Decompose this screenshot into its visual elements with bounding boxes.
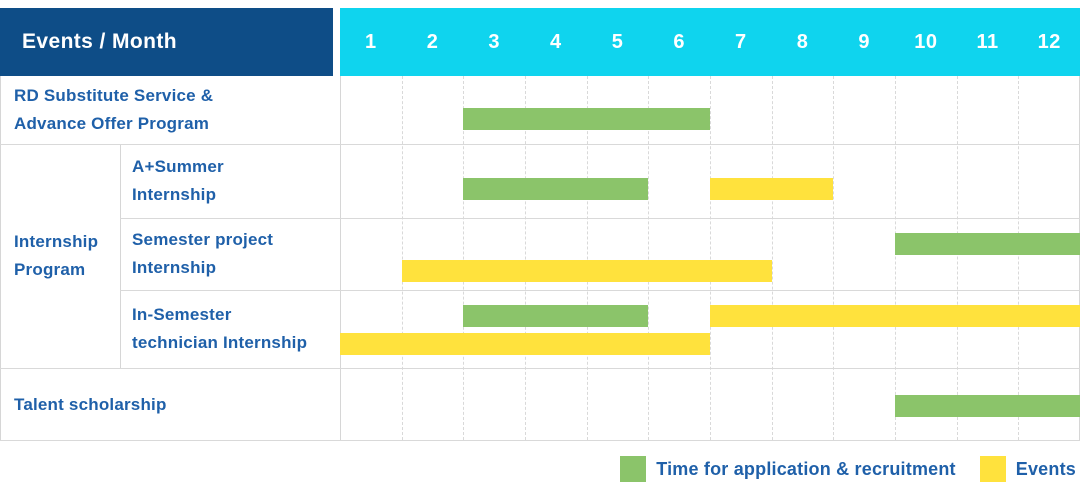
row-label-line: Advance Offer Program xyxy=(14,114,210,133)
month-gridline xyxy=(895,76,896,440)
month-header-cell: 2 xyxy=(426,30,439,53)
group-column-divider xyxy=(120,144,121,368)
month-header-cell: 8 xyxy=(796,30,809,53)
month-gridline xyxy=(771,76,773,440)
month-header-cell: 1 xyxy=(365,30,377,53)
table-left-border xyxy=(0,76,1,441)
group-label-internship-program: Internship Program xyxy=(14,144,98,368)
legend-label: Events xyxy=(1015,458,1076,479)
row-label-line: Internship xyxy=(132,185,217,204)
gantt-bar-green xyxy=(463,178,649,200)
row-label-line: Semester project xyxy=(132,230,274,249)
green-swatch-icon xyxy=(620,456,647,482)
row-divider xyxy=(120,218,1080,219)
month-header-cell: 9 xyxy=(858,30,871,53)
month-gridline xyxy=(586,76,588,440)
gantt-bar-green xyxy=(463,305,649,327)
events-month-header-cell: Events / Month xyxy=(0,8,333,76)
label-column-divider xyxy=(340,76,341,441)
row-label-line: Talent scholarship xyxy=(14,394,167,414)
group-label-line: Internship xyxy=(14,232,99,251)
row-label-line: In-Semester xyxy=(132,305,232,324)
row-divider xyxy=(0,144,1080,145)
month-gridline xyxy=(463,76,465,440)
month-gridline xyxy=(525,76,526,440)
row-divider xyxy=(0,368,1080,369)
month-header-cell: 12 xyxy=(1037,30,1061,53)
row-divider xyxy=(0,440,1080,441)
month-gridline xyxy=(1018,76,1020,440)
gantt-bar-green xyxy=(463,108,710,130)
row-label-line: technician Internship xyxy=(132,333,308,352)
row-label: Talent scholarship xyxy=(14,368,167,441)
month-gridline xyxy=(833,76,835,440)
month-header-cell: 10 xyxy=(914,30,938,53)
gantt-bar-yellow xyxy=(340,333,710,355)
gantt-bar-yellow xyxy=(710,305,1080,327)
legend-item-events: Events xyxy=(979,456,1076,482)
events-month-header-label: Events / Month xyxy=(22,30,177,53)
legend-item-application: Time for application & recruitment xyxy=(620,456,956,482)
gantt-bar-yellow xyxy=(401,260,772,282)
row-label: A+Summer Internship xyxy=(132,144,224,218)
row-label: Semester project Internship xyxy=(132,218,273,290)
row-label-line: A+Summer xyxy=(132,157,224,176)
row-label: RD Substitute Service & Advance Offer Pro… xyxy=(14,76,213,144)
row-label-line: Internship xyxy=(132,258,217,277)
group-label-line: Program xyxy=(14,260,86,279)
gantt-bar-green xyxy=(895,395,1080,417)
month-header: 1 2 3 4 5 6 7 8 9 10 11 12 xyxy=(340,8,1080,76)
month-header-cell: 4 xyxy=(550,30,562,53)
yellow-swatch-icon xyxy=(979,456,1006,482)
month-header-cell: 3 xyxy=(488,30,500,53)
month-header-cell: 5 xyxy=(611,30,624,53)
month-header-cell: 7 xyxy=(735,30,747,53)
month-header-cell: 6 xyxy=(673,30,685,53)
row-label: In-Semester technician Internship xyxy=(132,290,307,368)
month-gridline xyxy=(710,76,711,440)
gantt-bar-green xyxy=(895,233,1080,255)
row-divider xyxy=(120,290,1080,291)
row-label-line: RD Substitute Service & xyxy=(14,86,214,105)
gantt-bar-yellow xyxy=(710,178,834,200)
month-gridline xyxy=(648,76,650,440)
legend: Time for application & recruitment Event… xyxy=(620,456,1076,482)
month-header-cell: 11 xyxy=(976,30,999,53)
month-gridline xyxy=(401,76,403,440)
legend-label: Time for application & recruitment xyxy=(656,458,956,479)
month-gridline xyxy=(956,76,958,440)
